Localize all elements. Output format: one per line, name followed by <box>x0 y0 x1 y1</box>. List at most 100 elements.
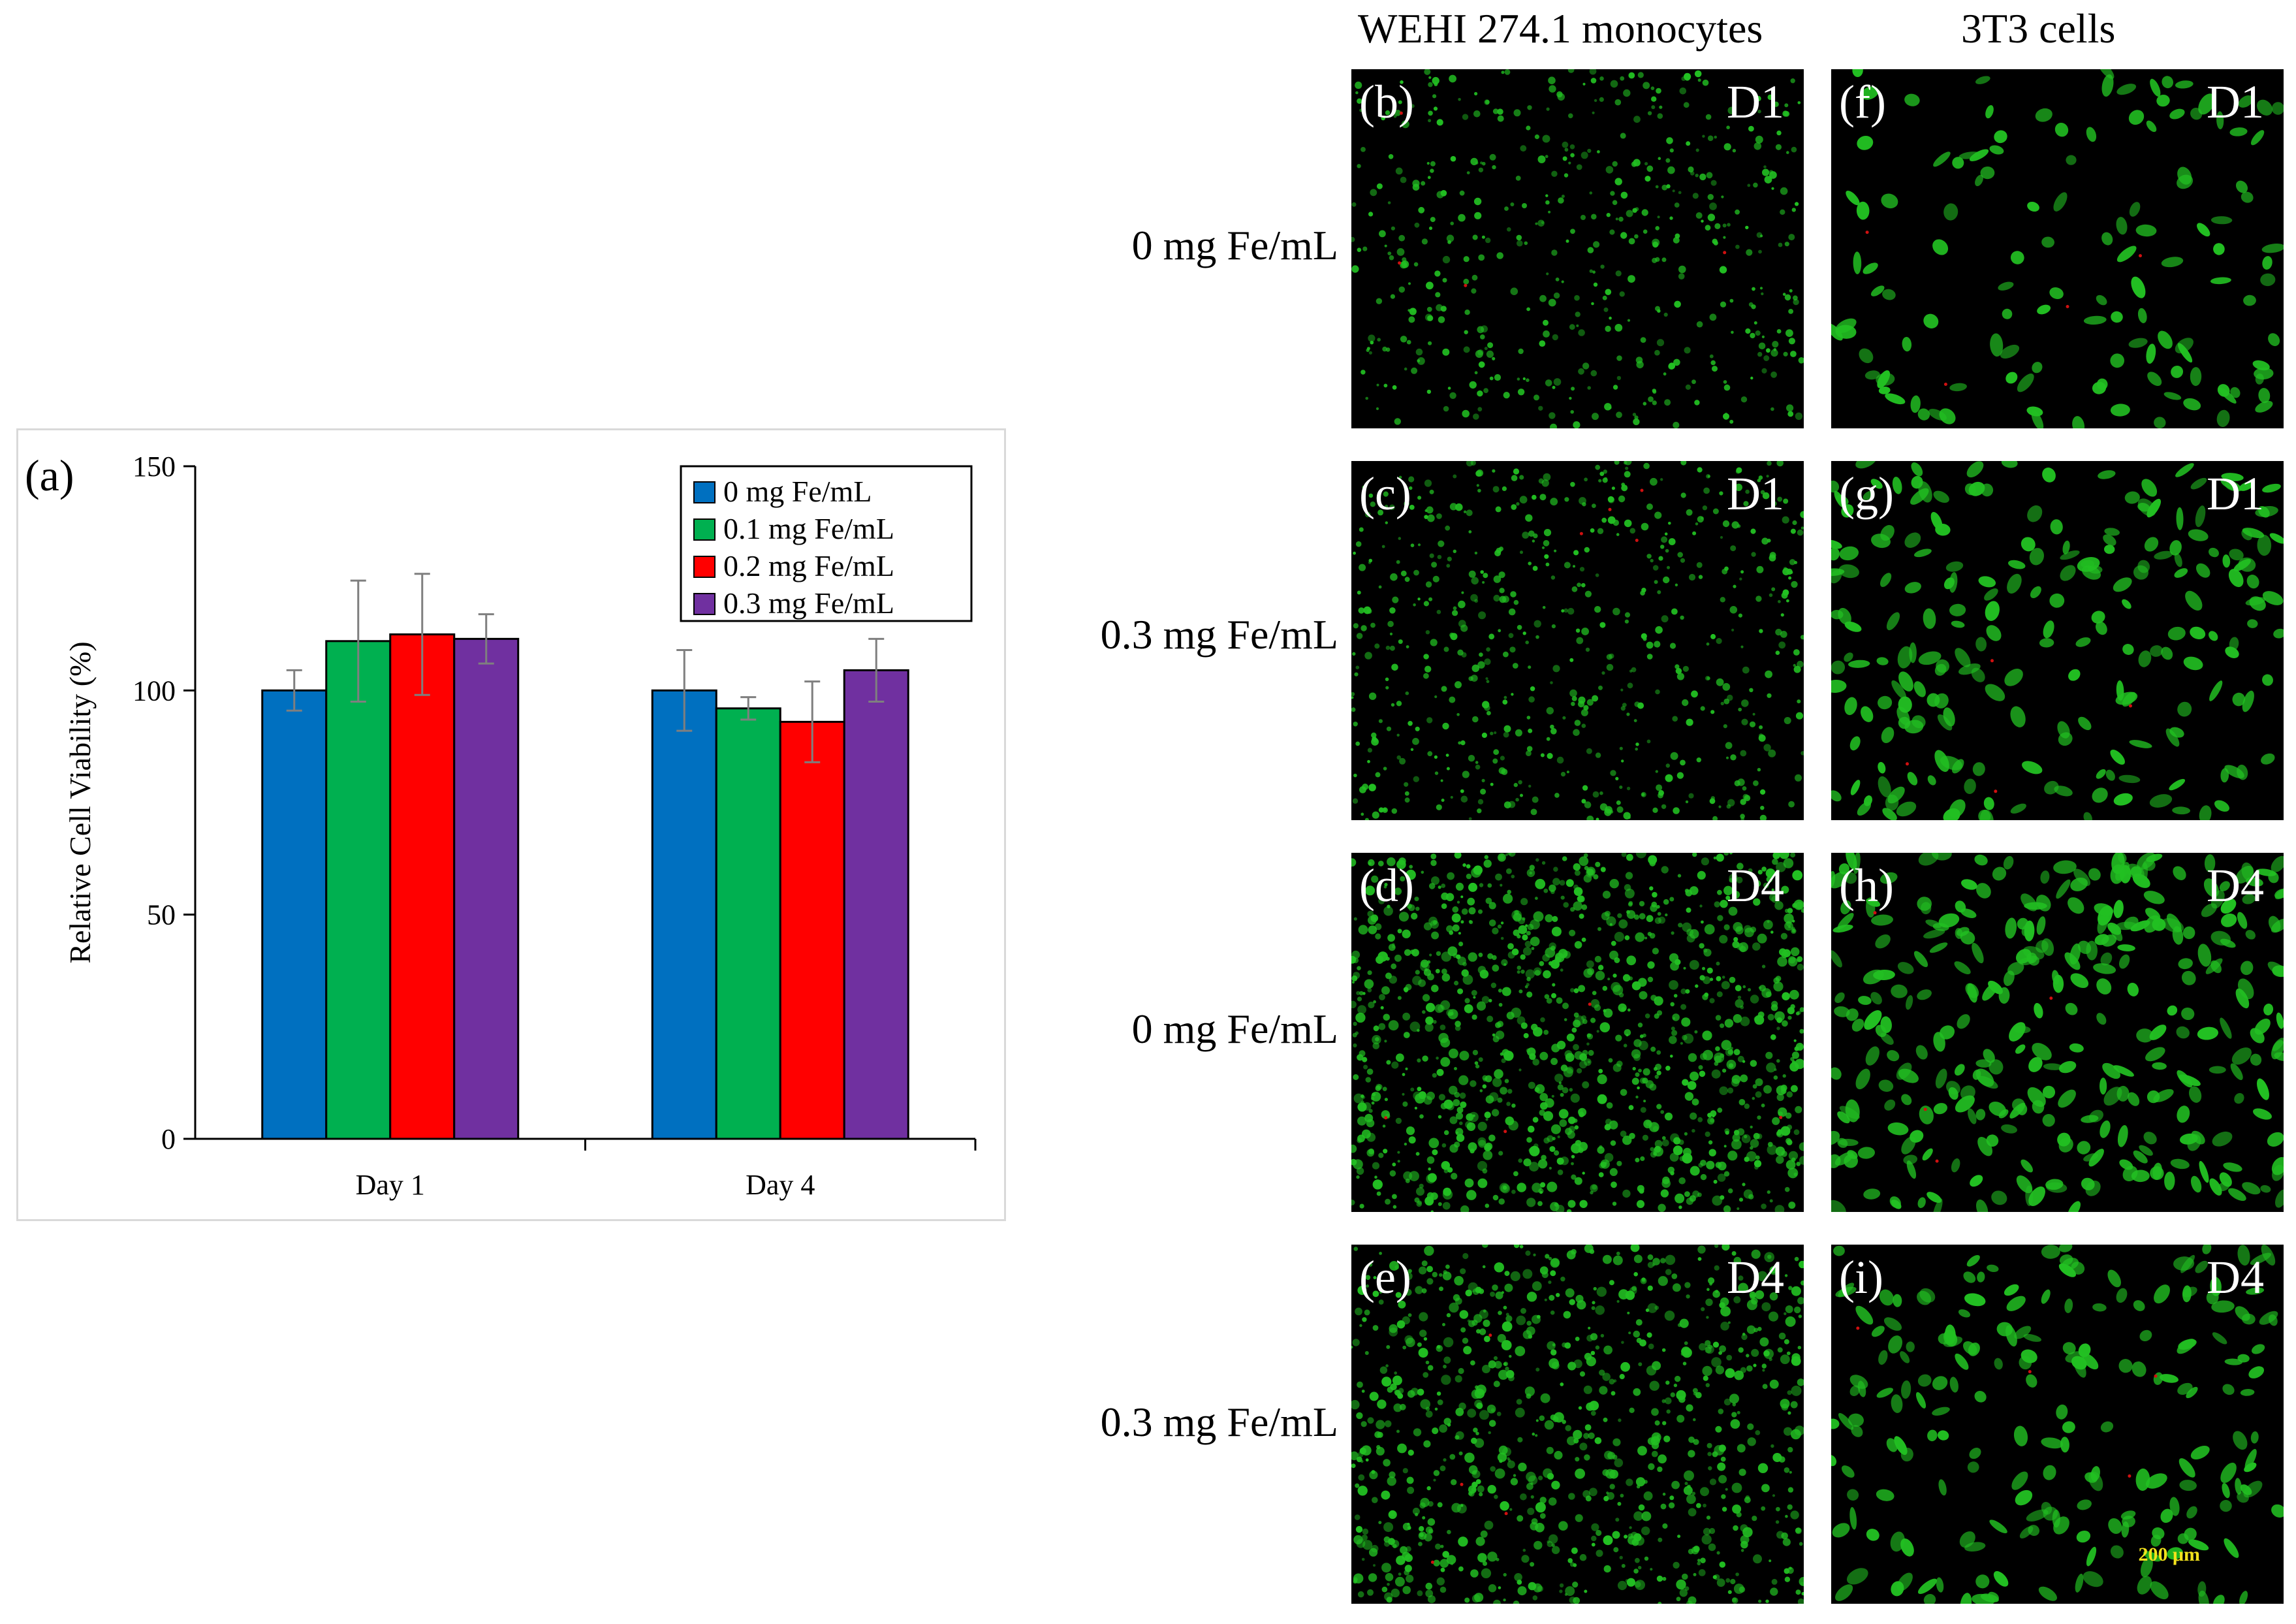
live-cell <box>1581 937 1586 942</box>
live-cell <box>1456 900 1460 904</box>
live-cell <box>1752 1516 1757 1521</box>
live-cell <box>1541 861 1546 865</box>
live-cell <box>1443 646 1449 652</box>
live-cell <box>1429 553 1434 558</box>
live-cell <box>1367 970 1372 976</box>
live-cell <box>1560 1382 1564 1386</box>
live-cell <box>1735 483 1742 491</box>
live-cell <box>1518 348 1524 355</box>
live-cell <box>1532 1183 1542 1193</box>
live-cell <box>1478 611 1486 620</box>
live-cell <box>1427 751 1433 757</box>
live-cell <box>1535 878 1546 889</box>
live-cell <box>1717 1173 1726 1182</box>
live-cell <box>2004 669 2023 686</box>
live-cell <box>1414 1197 1420 1203</box>
live-cell <box>1915 1392 1926 1409</box>
live-cell <box>1492 1194 1499 1201</box>
live-cell <box>1943 203 1958 221</box>
live-cell <box>1955 1095 1975 1113</box>
live-cell <box>1355 741 1360 746</box>
live-cell <box>1626 210 1633 217</box>
live-cell <box>1752 1084 1757 1089</box>
live-cell <box>1781 1151 1787 1157</box>
live-cell <box>1838 608 1851 625</box>
live-cell <box>1413 569 1419 576</box>
live-cell <box>2224 1358 2242 1365</box>
live-cell <box>1571 1162 1574 1166</box>
live-cell <box>1705 1383 1710 1388</box>
live-cell <box>1909 642 1917 663</box>
live-cell <box>1483 1319 1490 1328</box>
live-cell <box>1958 151 1981 159</box>
live-cell <box>1505 1315 1513 1322</box>
live-cell <box>1652 1258 1660 1266</box>
live-cell <box>1443 1161 1450 1168</box>
live-cell <box>1525 924 1528 927</box>
live-cell <box>1379 994 1385 1000</box>
live-cell <box>2220 899 2237 914</box>
live-cell <box>1396 1320 1406 1329</box>
dead-cell <box>1943 383 1947 386</box>
live-cell <box>1553 1412 1564 1423</box>
live-cell <box>1511 948 1519 956</box>
live-cell <box>1380 1006 1384 1010</box>
live-cell <box>1650 86 1655 90</box>
live-cell <box>1549 1358 1559 1369</box>
live-cell <box>1406 903 1412 909</box>
live-cell <box>1398 912 1409 922</box>
live-cell <box>1605 166 1614 174</box>
live-cell <box>1699 904 1703 908</box>
live-cell <box>1479 1492 1483 1497</box>
live-cell <box>1513 929 1520 936</box>
live-cell <box>1680 558 1686 563</box>
live-cell <box>1741 718 1748 725</box>
live-cell <box>1719 266 1727 274</box>
live-cell <box>1353 1535 1363 1545</box>
live-cell <box>1738 613 1742 618</box>
live-cell <box>1932 1376 1948 1390</box>
live-cell <box>1423 968 1432 976</box>
live-cell <box>1746 1325 1755 1334</box>
live-cell <box>1871 914 1893 926</box>
live-cell <box>1686 509 1693 516</box>
live-cell <box>1906 1160 1917 1179</box>
live-cell <box>1628 72 1635 79</box>
live-cell <box>1737 1444 1746 1453</box>
live-cell <box>1697 1117 1703 1122</box>
live-cell <box>1378 1521 1382 1525</box>
live-cell <box>1385 686 1389 690</box>
live-cell <box>1571 586 1578 592</box>
live-cell <box>2028 1186 2045 1207</box>
live-cell <box>1450 795 1453 799</box>
live-cell <box>1658 1203 1666 1212</box>
live-cell <box>1679 1156 1685 1162</box>
day-label: D1 <box>2207 468 2264 520</box>
live-cell <box>1458 1367 1464 1375</box>
live-cell <box>1994 1358 2003 1370</box>
live-cell <box>2122 599 2131 609</box>
live-cell <box>1482 1561 1488 1566</box>
live-cell <box>1949 383 1967 392</box>
live-cell <box>1726 125 1730 129</box>
live-cell <box>1771 888 1774 891</box>
live-cell <box>1616 355 1622 361</box>
live-cell <box>1556 1293 1560 1298</box>
y-tick-label: 100 <box>133 675 176 707</box>
live-cell <box>1398 100 1402 104</box>
live-cell <box>1490 731 1494 735</box>
live-cell <box>1458 942 1464 947</box>
live-cell <box>1459 1121 1463 1125</box>
live-cell <box>1709 202 1717 210</box>
live-cell <box>1705 1298 1713 1306</box>
live-cell <box>1615 1034 1622 1042</box>
live-cell <box>1650 1568 1653 1571</box>
live-cell <box>1712 1114 1715 1118</box>
live-cell <box>1702 966 1705 970</box>
live-cell <box>1891 1394 1903 1413</box>
live-cell <box>1714 1245 1719 1249</box>
live-cell <box>1446 925 1453 932</box>
live-cell <box>2104 545 2115 554</box>
live-cell <box>1656 88 1661 94</box>
live-cell <box>1498 1002 1503 1007</box>
